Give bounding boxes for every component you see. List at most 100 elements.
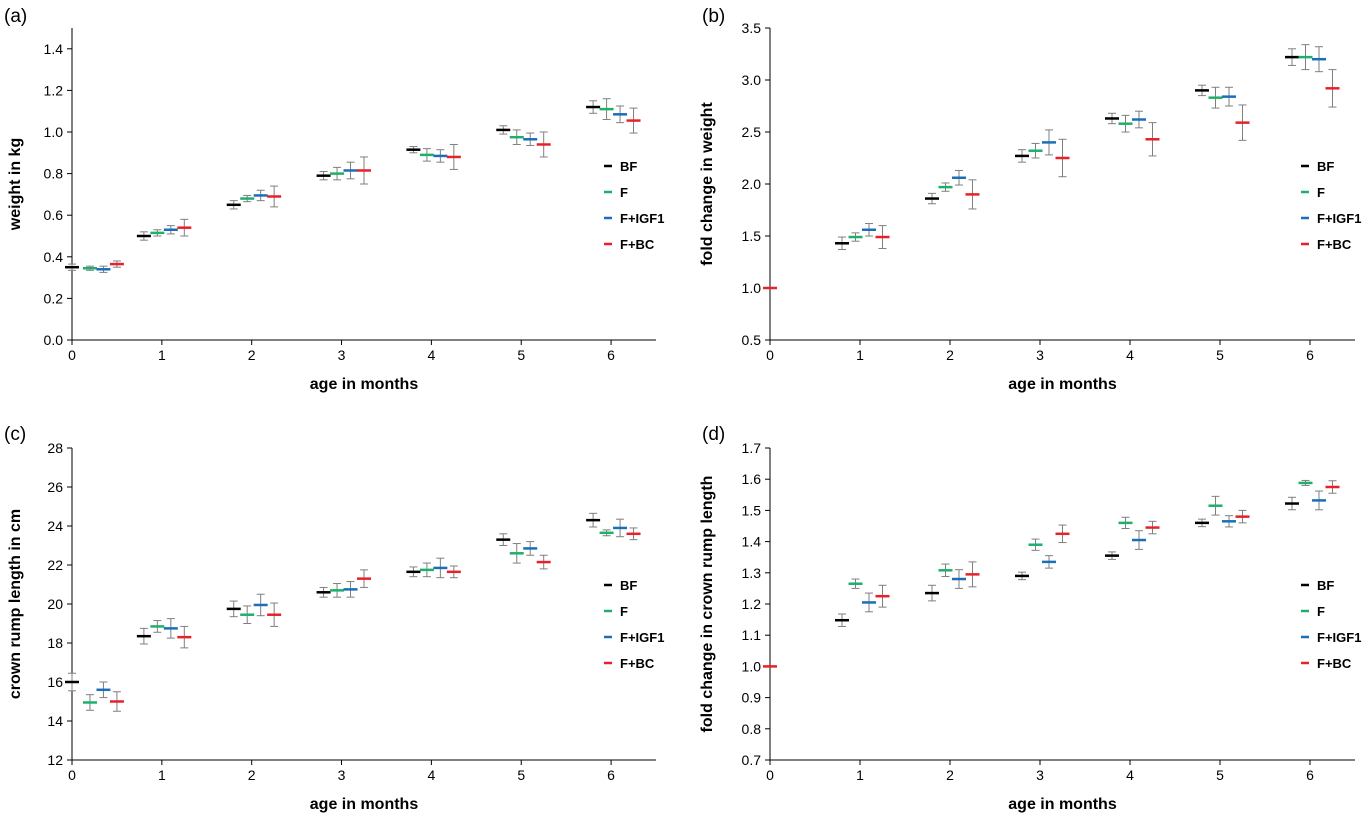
x-axis-title: age in months — [1008, 796, 1117, 813]
x-axis-title: age in months — [310, 376, 419, 393]
y-tick-label: 24 — [47, 518, 63, 534]
x-tick-label: 0 — [766, 347, 774, 363]
panel-label: (b) — [702, 6, 725, 27]
series-f — [848, 479, 1313, 589]
series-f — [82, 529, 614, 711]
legend-label: F+BC — [620, 237, 655, 252]
y-tick-label: 0.2 — [44, 290, 64, 306]
panel-label: (c) — [4, 424, 26, 445]
legend-label: BF — [620, 578, 637, 593]
y-tick-label: 20 — [47, 596, 63, 612]
x-tick-label: 1 — [158, 767, 166, 783]
x-tick-label: 2 — [248, 767, 256, 783]
legend-label: F — [1317, 185, 1325, 200]
legend-label: F — [1317, 604, 1325, 619]
series-f-igf1 — [96, 105, 628, 273]
y-tick-label: 0.4 — [44, 249, 64, 265]
y-tick-label: 1.0 — [742, 280, 762, 296]
series-f-igf1 — [96, 518, 628, 699]
chart-panel-1: (a) 0.0 0.2 0.4 0.6 0.8 1.0 1.2 1.4 0 1 2 3 4 5 6 age in… — [4, 6, 664, 393]
legend-label: F+BC — [1317, 237, 1352, 252]
y-tick-label: 22 — [47, 557, 63, 573]
series-bf — [835, 496, 1299, 627]
y-tick-label: 0.6 — [44, 207, 64, 223]
x-tick-label: 2 — [248, 347, 256, 363]
y-tick-label: 1.2 — [44, 82, 64, 98]
x-tick-label: 0 — [68, 767, 76, 783]
x-tick-label: 5 — [1216, 347, 1224, 363]
legend-label: F+IGF1 — [1317, 630, 1361, 645]
x-tick-label: 0 — [766, 767, 774, 783]
y-tick-label: 28 — [47, 440, 63, 456]
x-tick-label: 2 — [946, 767, 954, 783]
y-axis-title: fold change in weight — [699, 102, 716, 266]
y-axis-title: crown rump length in cm — [7, 509, 24, 699]
x-tick-label: 3 — [338, 347, 346, 363]
y-tick-label: 1.4 — [742, 534, 762, 550]
series-f-bc — [109, 527, 641, 712]
y-tick-label: 1.0 — [44, 124, 64, 140]
series-f-igf1 — [862, 490, 1326, 613]
x-tick-label: 4 — [1126, 347, 1134, 363]
legend-label: F+IGF1 — [1317, 211, 1361, 226]
x-tick-label: 1 — [856, 347, 864, 363]
x-tick-label: 3 — [1036, 347, 1044, 363]
series-f-bc — [763, 480, 1340, 668]
chart-panel-4: (d) 0.7 0.8 0.9 1.0 1.1 1.2 1.3 1.4 1.5 1.6 1.7 0 1 2 3… — [699, 424, 1361, 813]
y-tick-label: 2.5 — [742, 124, 762, 140]
y-tick-label: 2.0 — [742, 176, 762, 192]
y-tick-label: 0.0 — [44, 332, 64, 348]
series-f — [848, 44, 1313, 242]
y-tick-label: 1.2 — [742, 596, 762, 612]
y-tick-label: 1.1 — [742, 627, 762, 643]
x-tick-label: 5 — [1216, 767, 1224, 783]
legend-label: F+BC — [1317, 656, 1352, 671]
x-tick-label: 5 — [517, 347, 525, 363]
y-tick-label: 0.5 — [742, 332, 762, 348]
legend-label: F+IGF1 — [620, 630, 664, 645]
y-tick-label: 14 — [47, 713, 63, 729]
y-tick-label: 1.0 — [742, 658, 762, 674]
y-tick-label: 1.4 — [44, 41, 64, 57]
legend-label: BF — [620, 159, 637, 174]
x-tick-label: 6 — [1306, 347, 1314, 363]
series-bf — [65, 512, 601, 692]
y-tick-label: 0.8 — [742, 721, 762, 737]
series-f-bc — [109, 107, 641, 268]
y-tick-label: 1.3 — [742, 565, 762, 581]
y-tick-label: 3.5 — [742, 20, 762, 36]
x-tick-label: 2 — [946, 347, 954, 363]
chart-panel-2: (b) 0.5 1.0 1.5 2.0 2.5 3.0 3.5 0 1 2 3 4 5 6 age in mo… — [699, 6, 1361, 393]
x-tick-label: 3 — [1036, 767, 1044, 783]
series-f-bc — [763, 69, 1340, 290]
legend-label: BF — [1317, 578, 1334, 593]
x-tick-label: 6 — [607, 767, 615, 783]
panel-label: (d) — [702, 424, 725, 445]
x-tick-label: 0 — [68, 347, 76, 363]
x-axis-title: age in months — [1008, 376, 1117, 393]
x-axis-title: age in months — [310, 796, 419, 813]
x-tick-label: 1 — [856, 767, 864, 783]
y-tick-label: 16 — [47, 674, 63, 690]
x-tick-label: 4 — [427, 347, 435, 363]
x-tick-label: 3 — [338, 767, 346, 783]
y-tick-label: 0.7 — [742, 752, 762, 768]
y-tick-label: 18 — [47, 635, 63, 651]
y-tick-label: 12 — [47, 752, 63, 768]
legend-label: F+BC — [620, 656, 655, 671]
legend-label: F — [620, 185, 628, 200]
y-axis-title: weight in kg — [7, 138, 24, 231]
x-tick-label: 5 — [517, 767, 525, 783]
y-tick-label: 3.0 — [742, 72, 762, 88]
x-tick-label: 4 — [1126, 767, 1134, 783]
y-tick-label: 1.7 — [742, 440, 762, 456]
y-tick-label: 1.5 — [742, 502, 762, 518]
y-tick-label: 26 — [47, 479, 63, 495]
y-tick-label: 1.5 — [742, 228, 762, 244]
y-tick-label: 1.6 — [742, 471, 762, 487]
legend-label: BF — [1317, 159, 1334, 174]
legend-label: F+IGF1 — [620, 211, 664, 226]
legend-label: F — [620, 604, 628, 619]
